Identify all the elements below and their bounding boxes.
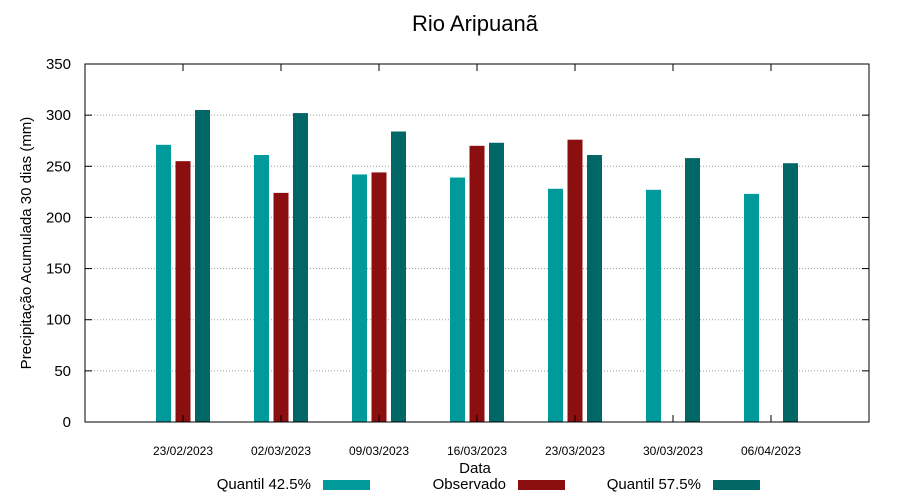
- bar: [450, 177, 465, 422]
- bar: [744, 193, 759, 422]
- bar: [489, 142, 504, 422]
- x-tick-label: 02/03/2023: [251, 444, 311, 458]
- x-tick-label: 23/03/2023: [545, 444, 605, 458]
- bar: [646, 189, 661, 422]
- y-tick-label: 50: [54, 363, 71, 380]
- bar: [469, 145, 485, 423]
- x-tick-label: 30/03/2023: [643, 444, 703, 458]
- y-tick-label: 250: [46, 158, 71, 175]
- bar: [685, 158, 700, 423]
- bar: [273, 192, 289, 422]
- legend-label: Observado: [433, 476, 506, 493]
- chart-title: Rio Aripuanã: [412, 11, 539, 36]
- bars-group: [156, 110, 798, 423]
- legend-swatch: [323, 480, 370, 490]
- y-axis-label: Precipitação Acumulada 30 dias (mm): [18, 117, 35, 370]
- bar: [175, 161, 191, 422]
- x-axis-ticks: 23/02/2023 02/03/2023 09/03/2023 16/03/2023…: [153, 64, 801, 458]
- y-tick-label: 150: [46, 261, 71, 278]
- y-axis-ticks: 0 50 100 150 200 250 300 350: [46, 56, 869, 431]
- y-tick-label: 200: [46, 209, 71, 226]
- bar: [156, 144, 171, 422]
- bar: [293, 113, 308, 423]
- x-axis-label: Data: [459, 460, 491, 477]
- bar: [371, 172, 387, 422]
- x-tick-label: 23/02/2023: [153, 444, 213, 458]
- x-tick-label: 06/04/2023: [741, 444, 801, 458]
- bar: [195, 110, 210, 423]
- y-tick-label: 350: [46, 56, 71, 73]
- x-tick-label: 09/03/2023: [349, 444, 409, 458]
- bar: [254, 155, 269, 422]
- bar: [391, 131, 406, 422]
- legend: Quantil 42.5% Observado Quantil 57.5%: [217, 476, 760, 493]
- y-tick-label: 300: [46, 107, 71, 124]
- y-tick-label: 100: [46, 312, 71, 329]
- x-tick-label: 16/03/2023: [447, 444, 507, 458]
- legend-label: Quantil 42.5%: [217, 476, 311, 493]
- legend-label: Quantil 57.5%: [607, 476, 701, 493]
- bar: [548, 188, 563, 422]
- y-tick-label: 0: [63, 414, 71, 431]
- bar: [587, 155, 602, 422]
- bar: [783, 163, 798, 422]
- bar: [352, 174, 367, 422]
- bar: [567, 139, 583, 423]
- legend-swatch: [518, 480, 565, 490]
- legend-swatch: [713, 480, 760, 490]
